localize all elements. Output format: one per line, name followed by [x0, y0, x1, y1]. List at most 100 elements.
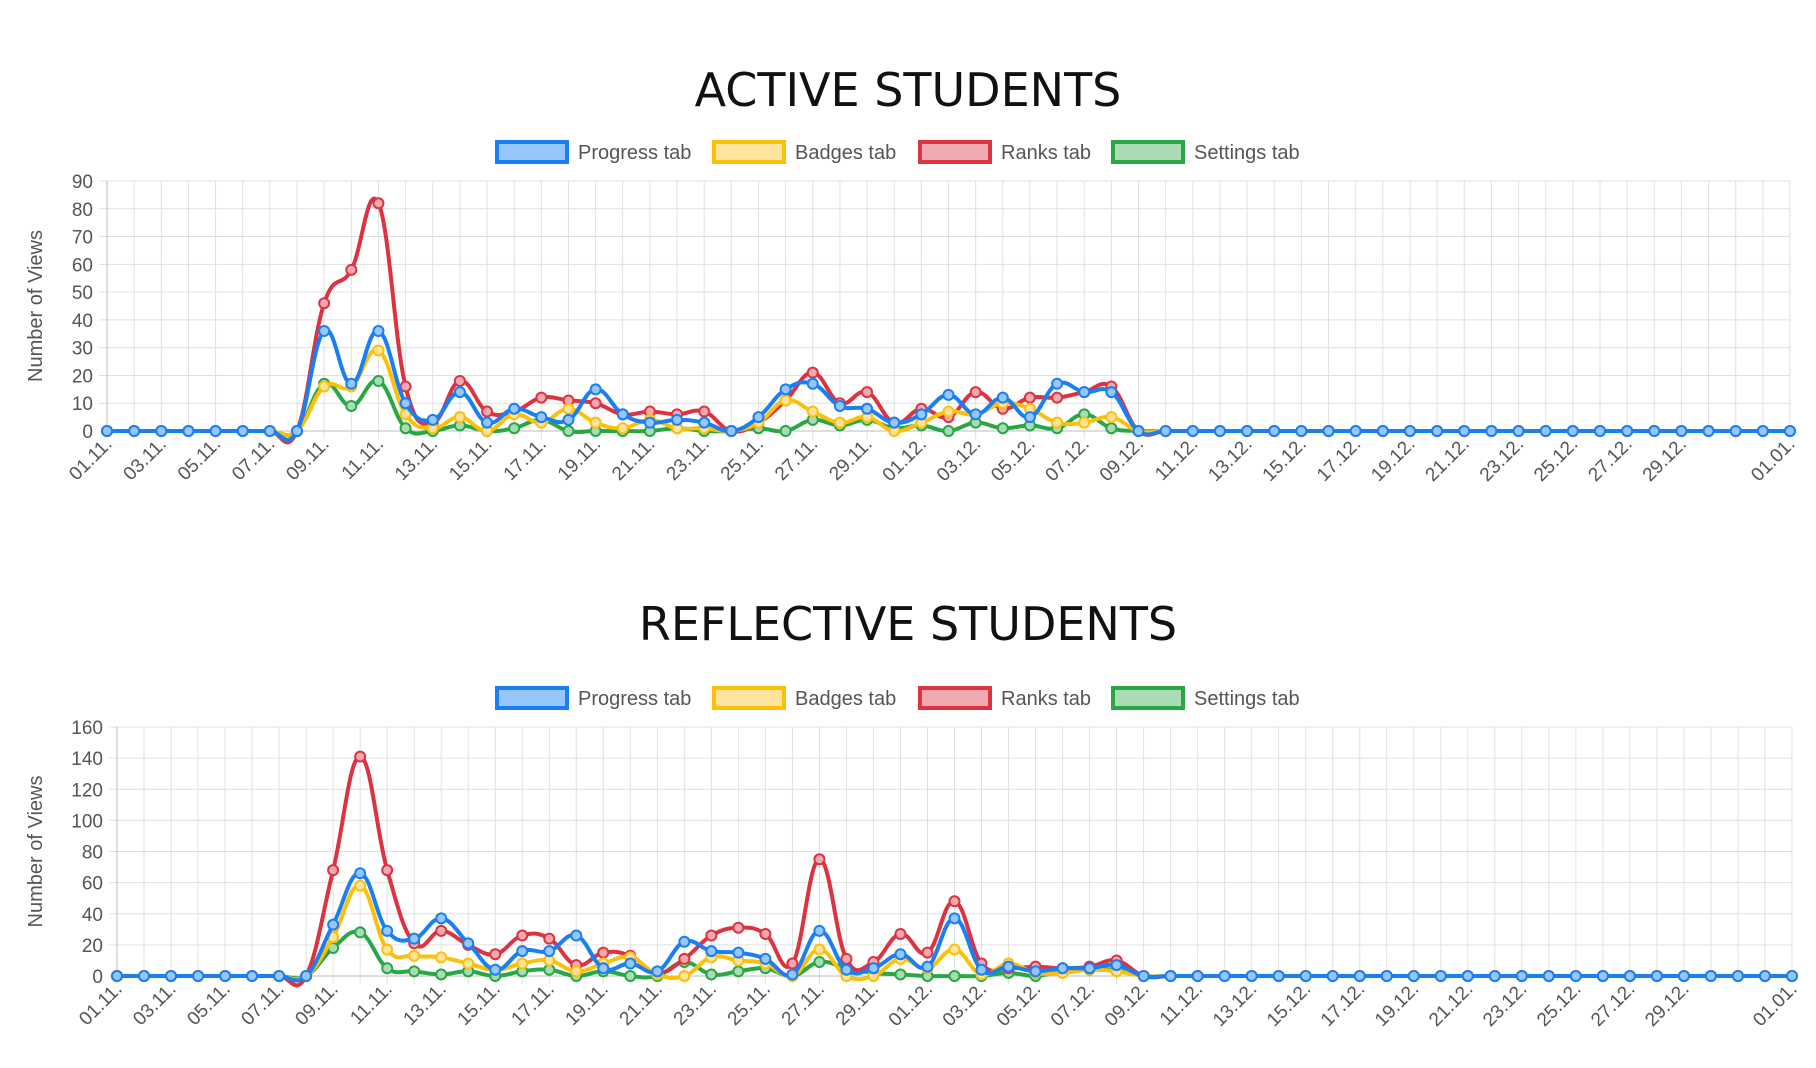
data-point: [1731, 970, 1744, 982]
x-tick-label: 07.11.: [228, 434, 279, 485]
legend-label: Ranks tab: [1001, 688, 1091, 710]
data-point: [182, 425, 195, 437]
data-point: [1137, 970, 1150, 982]
series-progress-tab: [111, 867, 1798, 983]
data-point: [462, 957, 475, 970]
data-point: [1512, 425, 1525, 437]
data-point: [1241, 425, 1254, 437]
data-point: [1105, 411, 1118, 424]
x-tick-label: 23.11.: [663, 434, 714, 485]
legend-swatch: [1111, 140, 1185, 164]
data-point: [948, 943, 961, 956]
data-point: [732, 965, 745, 978]
data-point: [1078, 386, 1091, 399]
data-point: [1786, 970, 1798, 982]
x-tick-label: 05.12.: [987, 434, 1039, 486]
data-point: [535, 411, 548, 424]
data-point: [1376, 425, 1389, 437]
data-point: [1078, 416, 1091, 429]
data-point: [426, 413, 439, 426]
x-tick-label: 19.12.: [1367, 434, 1419, 486]
data-point: [942, 405, 955, 418]
data-point: [399, 422, 412, 435]
data-point: [1083, 962, 1096, 975]
legend-swatch: [712, 686, 786, 710]
data-point: [300, 970, 313, 982]
y-tick-label: 100: [71, 811, 103, 832]
data-point: [732, 946, 745, 959]
data-point: [1295, 425, 1308, 437]
x-tick-label: 11.12.: [1151, 434, 1202, 485]
data-point: [840, 963, 853, 976]
legend-label: Settings tab: [1194, 142, 1300, 164]
data-point: [1326, 970, 1339, 982]
data-point: [813, 955, 826, 968]
x-tick-label: 27.11.: [771, 434, 822, 485]
data-point: [1488, 970, 1501, 982]
data-point: [453, 411, 466, 424]
legend-swatch: [495, 686, 569, 710]
data-point: [1434, 970, 1447, 982]
data-point: [915, 408, 928, 421]
data-point: [786, 968, 799, 981]
data-point: [969, 408, 982, 421]
data-point: [840, 952, 853, 965]
data-point: [327, 864, 340, 877]
x-tick-label: 03.11.: [120, 434, 171, 485]
x-tick-label: 13.11.: [400, 979, 451, 1030]
x-tick-label: 03.11.: [129, 979, 180, 1030]
data-point: [975, 963, 988, 976]
data-point: [263, 425, 276, 437]
data-point: [1569, 970, 1582, 982]
x-tick-label: 09.12.: [1096, 434, 1148, 486]
y-tick-label: 120: [71, 780, 103, 801]
x-tick-label: 11.12.: [1156, 979, 1207, 1030]
x-tick-label: 25.12.: [1533, 979, 1585, 1031]
data-point: [1704, 970, 1717, 982]
data-point: [570, 965, 583, 978]
legend-label: Badges tab: [795, 142, 896, 164]
legend-swatch: [495, 140, 569, 164]
data-point: [779, 394, 792, 407]
y-tick-label: 80: [82, 843, 103, 864]
data-point: [435, 912, 448, 925]
data-point: [318, 297, 331, 310]
data-point: [752, 411, 765, 424]
legend-swatch: [918, 140, 992, 164]
x-tick-label: 01.12.: [885, 979, 937, 1031]
data-point: [138, 970, 151, 982]
data-point: [867, 962, 880, 975]
data-point: [209, 425, 222, 437]
x-tick-label: 27.11.: [778, 979, 829, 1030]
y-axis-label: Number of Views: [25, 230, 47, 382]
x-tick-label: 05.11.: [174, 434, 225, 485]
data-point: [399, 397, 412, 410]
y-tick-label: 90: [72, 172, 93, 193]
data-point: [705, 929, 718, 942]
data-point: [1051, 391, 1064, 404]
data-point: [1407, 970, 1420, 982]
data-point: [894, 968, 907, 981]
data-point: [725, 425, 738, 437]
data-point: [616, 408, 629, 421]
data-point: [678, 952, 691, 965]
data-point: [786, 957, 799, 970]
data-point: [1051, 416, 1064, 429]
x-tick-label: 29.12.: [1639, 434, 1691, 486]
data-point: [1431, 425, 1444, 437]
data-point: [1272, 970, 1285, 982]
data-point: [1539, 425, 1552, 437]
data-point: [597, 946, 610, 959]
data-point: [996, 422, 1009, 435]
data-point: [678, 935, 691, 948]
data-point: [453, 375, 466, 387]
x-tick-label: 19.12.: [1371, 979, 1423, 1031]
data-point: [1403, 425, 1416, 437]
data-point: [1110, 959, 1123, 972]
data-point: [1191, 970, 1204, 982]
data-point: [759, 952, 772, 965]
reflective-students-chart: REFLECTIVE STUDENTS Progress tab Badges ta…: [25, 597, 1802, 1031]
legend-label: Progress tab: [578, 142, 691, 164]
x-tick-label: 13.11.: [391, 434, 442, 485]
x-tick-label: 21.11.: [616, 979, 667, 1030]
